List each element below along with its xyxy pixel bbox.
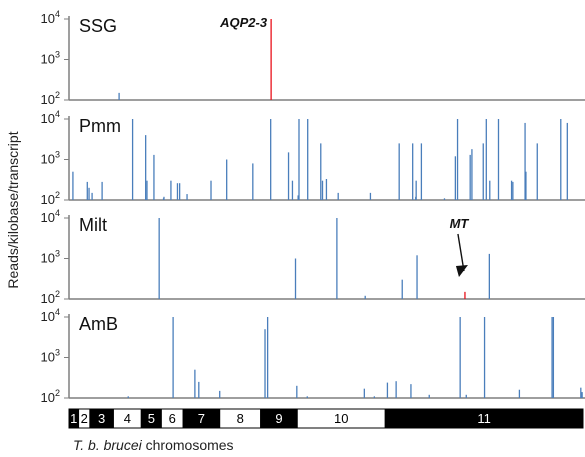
chromosome-label: 11	[477, 411, 491, 426]
y-tick-label: 104	[41, 208, 60, 225]
chromosome-label: 3	[98, 411, 105, 426]
y-tick-label: 103	[41, 150, 60, 167]
panel-title: AmB	[79, 314, 118, 334]
y-tick-exponent: 4	[55, 307, 60, 317]
chromosome-segment	[384, 408, 584, 429]
y-tick-base: 10	[41, 291, 55, 306]
y-tick-base: 10	[41, 210, 55, 225]
y-tick-base: 10	[41, 251, 55, 266]
y-tick-exponent: 3	[55, 249, 60, 259]
y-tick-base: 10	[41, 111, 55, 126]
y-tick-exponent: 2	[55, 388, 60, 398]
chromosome-label: 2	[81, 411, 88, 426]
annotation-arrow-shaft	[457, 233, 465, 272]
panel-title: Milt	[79, 215, 107, 235]
gene-annotation: AQP2-3	[219, 15, 268, 30]
y-tick-base: 10	[41, 350, 55, 365]
y-tick-base: 10	[41, 192, 55, 207]
y-tick-exponent: 3	[55, 150, 60, 160]
y-tick-base: 10	[41, 92, 55, 107]
y-tick-label: 102	[41, 90, 60, 107]
y-tick-label: 102	[41, 388, 60, 405]
x-axis-label: T. b. brucei chromosomes	[73, 437, 234, 453]
chromosome-label: 1	[70, 411, 77, 426]
y-tick-exponent: 2	[55, 90, 60, 100]
y-axis-label: Reads/kilobase/transcript	[5, 131, 21, 288]
annotation-arrow-head	[455, 265, 468, 277]
y-tick-exponent: 4	[55, 208, 60, 218]
y-tick-label: 102	[41, 289, 60, 306]
y-tick-label: 103	[41, 50, 60, 67]
chromosome-label: 8	[237, 411, 244, 426]
y-tick-exponent: 4	[55, 9, 60, 19]
panel-title: SSG	[79, 16, 117, 36]
x-axis-label-species: T. b. brucei	[73, 437, 143, 453]
chromosome-label: 9	[275, 411, 282, 426]
y-tick-exponent: 3	[55, 348, 60, 358]
x-axis-label-suffix: chromosomes	[142, 437, 234, 453]
chromosome-label: 7	[198, 411, 205, 426]
y-tick-exponent: 3	[55, 50, 60, 60]
y-tick-base: 10	[41, 309, 55, 324]
chromosome-label: 6	[169, 411, 176, 426]
chromosome-label: 4	[124, 411, 131, 426]
y-tick-exponent: 2	[55, 190, 60, 200]
y-tick-label: 104	[41, 307, 60, 324]
gene-annotation: MT	[450, 216, 470, 231]
y-tick-base: 10	[41, 152, 55, 167]
y-tick-base: 10	[41, 11, 55, 26]
y-tick-exponent: 4	[55, 109, 60, 119]
chromosome-label: 5	[148, 411, 155, 426]
y-tick-label: 104	[41, 109, 60, 126]
y-tick-label: 103	[41, 348, 60, 365]
y-tick-base: 10	[41, 390, 55, 405]
y-tick-label: 102	[41, 190, 60, 207]
y-tick-label: 104	[41, 9, 60, 26]
chromosome-label: 10	[334, 411, 348, 426]
y-tick-label: 103	[41, 249, 60, 266]
panel-title: Pmm	[79, 116, 121, 136]
y-tick-base: 10	[41, 52, 55, 67]
y-tick-exponent: 2	[55, 289, 60, 299]
